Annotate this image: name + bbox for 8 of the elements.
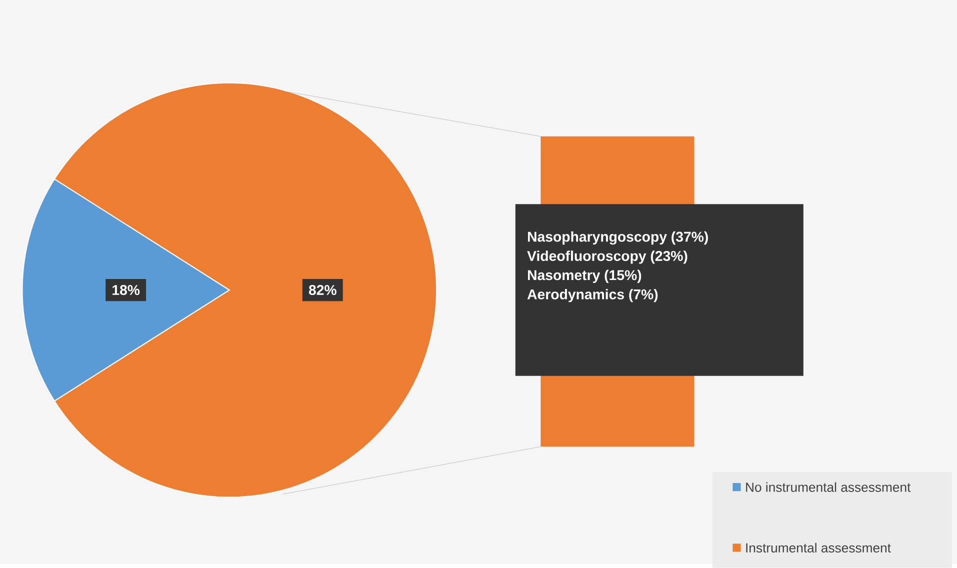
- text: Nasopharyngoscopy (37%): [528, 231, 708, 245]
- legend-label: Instrumental assessment: [746, 542, 891, 553]
- text: Aerodynamics (7%): [527, 289, 658, 302]
- legend-label: No instrumental assessment: [746, 482, 911, 492]
- text: Videofluoroscopy (23%): [527, 250, 688, 264]
- data-label: 18%: [112, 285, 140, 296]
- data-label: 82%: [308, 285, 336, 296]
- text: Nasometry (15%): [528, 270, 642, 283]
